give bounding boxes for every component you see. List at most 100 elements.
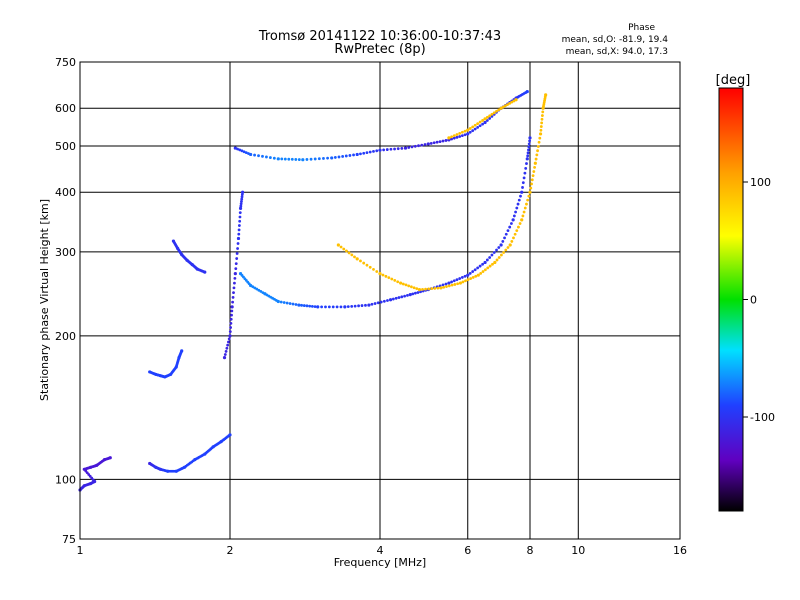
chart-subtitle: RwPretec (8p) xyxy=(334,42,425,57)
data-point xyxy=(337,155,341,159)
data-point xyxy=(471,270,475,273)
data-point xyxy=(373,302,377,305)
data-point xyxy=(279,300,283,304)
data-point xyxy=(417,144,420,148)
y-tick-label: 100 xyxy=(55,473,76,486)
data-point xyxy=(495,109,498,113)
data-point xyxy=(471,129,475,133)
data-point xyxy=(423,143,427,146)
data-point xyxy=(476,126,480,129)
data-point xyxy=(444,139,448,142)
data-point xyxy=(249,152,253,157)
data-point xyxy=(285,301,289,305)
data-point xyxy=(476,273,480,277)
data-point xyxy=(400,146,404,150)
y-axis-label: Stationary phase Virtual Height [km] xyxy=(38,199,51,401)
data-point xyxy=(388,298,393,302)
x-tick-label: 16 xyxy=(673,544,687,557)
data-point xyxy=(524,166,528,170)
data-point xyxy=(414,291,417,295)
data-point xyxy=(282,301,286,304)
data-point xyxy=(483,117,487,121)
data-point xyxy=(527,194,531,198)
data-point xyxy=(521,186,524,189)
data-point xyxy=(237,224,241,227)
data-point xyxy=(529,186,533,190)
data-point xyxy=(481,270,485,273)
phase-stats-o: mean, sd,O: -81.9, 19.4 xyxy=(562,35,669,45)
data-point xyxy=(330,156,334,160)
data-point xyxy=(108,456,112,460)
data-point xyxy=(240,197,244,201)
data-point xyxy=(347,251,351,255)
colorbar-tick-label: 0 xyxy=(750,294,757,307)
data-point xyxy=(538,132,543,136)
data-point xyxy=(429,141,433,145)
data-point xyxy=(445,285,448,288)
data-point xyxy=(501,240,505,243)
data-point xyxy=(362,151,366,155)
data-point xyxy=(324,305,327,309)
data-point xyxy=(394,296,398,300)
data-point xyxy=(452,134,456,138)
data-point xyxy=(520,190,524,194)
data-point xyxy=(368,150,372,154)
data-point xyxy=(231,295,235,299)
data-point xyxy=(229,317,233,321)
data-point xyxy=(291,302,295,306)
data-point xyxy=(341,155,345,158)
data-point xyxy=(238,148,242,152)
data-point xyxy=(364,303,367,307)
data-point xyxy=(389,147,393,151)
data-point xyxy=(517,198,521,202)
data-point xyxy=(518,222,522,225)
data-point xyxy=(436,286,440,290)
y-tick-label: 600 xyxy=(55,102,76,115)
data-point xyxy=(510,222,513,225)
data-point xyxy=(504,232,508,236)
data-point xyxy=(242,150,246,154)
data-point xyxy=(300,303,304,307)
data-point xyxy=(447,281,451,285)
data-point xyxy=(403,294,407,298)
data-point xyxy=(526,198,530,202)
data-point xyxy=(228,334,232,338)
data-point xyxy=(231,300,235,304)
data-point xyxy=(415,287,419,291)
data-point xyxy=(508,243,512,247)
data-point xyxy=(343,305,347,309)
data-point xyxy=(476,122,480,126)
data-point xyxy=(452,279,456,283)
data-point xyxy=(528,190,532,194)
data-point xyxy=(473,268,477,272)
data-point xyxy=(378,148,382,152)
data-point xyxy=(229,322,233,325)
phase-stats-heading: Phase xyxy=(628,23,655,33)
data-point xyxy=(232,286,236,290)
data-point xyxy=(410,145,414,149)
data-point xyxy=(525,90,529,94)
data-point xyxy=(540,121,544,125)
data-point xyxy=(283,157,287,161)
x-axis-label: Frequency [MHz] xyxy=(334,556,426,569)
data-point xyxy=(225,346,229,350)
data-point xyxy=(540,114,544,117)
data-point xyxy=(485,119,489,122)
data-point xyxy=(464,279,467,283)
data-point xyxy=(450,135,454,139)
data-point xyxy=(503,104,507,108)
data-point xyxy=(458,132,462,135)
data-point xyxy=(522,210,526,214)
data-point xyxy=(294,303,298,306)
plot-frame xyxy=(79,61,681,540)
data-point xyxy=(399,281,403,285)
colorbar-tick-label: 100 xyxy=(750,176,771,189)
data-point xyxy=(404,283,408,287)
data-point xyxy=(466,128,470,132)
data-point xyxy=(290,157,294,161)
data-point xyxy=(233,276,237,280)
data-point xyxy=(229,326,233,329)
data-point xyxy=(491,262,494,266)
data-point xyxy=(456,282,460,286)
